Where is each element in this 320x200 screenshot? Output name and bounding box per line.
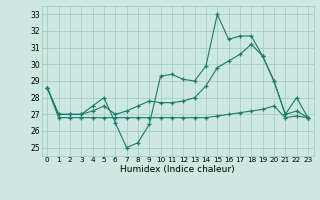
X-axis label: Humidex (Indice chaleur): Humidex (Indice chaleur) bbox=[120, 165, 235, 174]
